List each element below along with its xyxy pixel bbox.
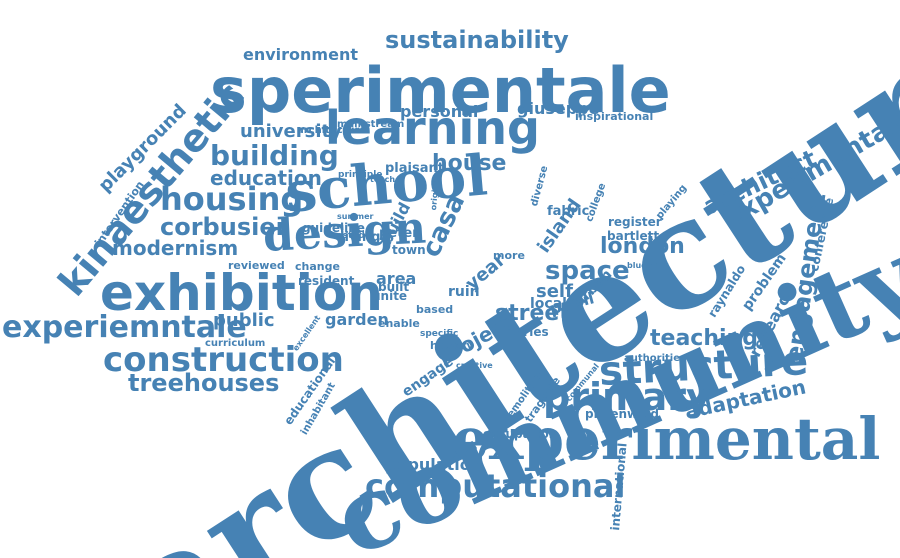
word-more: more	[493, 249, 525, 262]
word-house: house	[432, 151, 507, 176]
word-modernism: modernism	[112, 236, 239, 260]
word-primary: primary	[543, 375, 711, 419]
word-public: public	[213, 310, 275, 331]
word-living: living	[340, 230, 381, 245]
word-experimental: experimental	[452, 405, 881, 473]
word-peter: peter	[379, 226, 419, 241]
word-construction: construction	[103, 340, 344, 380]
word-sperimentale: sperimentale	[210, 54, 671, 127]
word-education: education	[210, 166, 322, 190]
word-teaching: teaching	[650, 326, 758, 351]
word-experiemntale: experiemntale	[2, 310, 247, 345]
word-authorities: authorities	[624, 353, 686, 364]
word-bartlett: bartlett	[607, 229, 660, 243]
word-building: building	[210, 139, 339, 172]
word-register: register	[608, 215, 662, 229]
word-based: based	[416, 303, 454, 316]
word-curriculum: curriculum	[205, 338, 266, 349]
word-london: london	[600, 234, 685, 259]
word-corbusier: corbusier	[160, 213, 288, 241]
word-occupation: occupation	[483, 427, 558, 441]
word-ruin: ruin	[448, 284, 480, 300]
word-fabric: fabric	[547, 204, 590, 219]
word-learning: learning	[325, 101, 540, 155]
word-inspirational: inspirational	[575, 110, 654, 123]
word-environment: environment	[243, 45, 358, 64]
word-enable: enable	[378, 317, 420, 330]
word-exhibition: exhibition	[100, 264, 383, 322]
word-space: space	[545, 256, 630, 286]
word-resident: resident	[298, 274, 355, 288]
word-architectural: architectural	[297, 125, 370, 136]
word-plaisant: plaisant	[385, 161, 444, 176]
word-specific: specific	[420, 329, 459, 339]
word-area: area	[376, 269, 417, 288]
word-garden2: mainstream	[337, 119, 405, 130]
word-diverse: diverse	[529, 164, 551, 208]
word-reviewed: reviewed	[228, 259, 285, 272]
word-self: self	[536, 281, 573, 302]
word-treehouses: treehouses	[128, 369, 280, 397]
word-pinienwald: pinienwald	[585, 407, 659, 421]
word-history: history	[430, 339, 474, 352]
word-hosted: hosted	[330, 231, 365, 241]
word-guideline: guideline	[302, 221, 365, 235]
word-town: town	[392, 243, 426, 257]
word-sustainability: sustainability	[385, 26, 569, 54]
word-local: local	[530, 296, 567, 312]
word-housing: housing	[160, 180, 304, 218]
word-series: series	[508, 325, 549, 339]
word-unite: unite	[372, 289, 408, 303]
word-street: street	[495, 301, 570, 326]
word-garden: garden	[325, 310, 389, 329]
word-blueprint: blueprint	[627, 261, 669, 270]
word-population: population	[385, 455, 483, 474]
word-built: built	[378, 280, 410, 294]
word-personal: personal	[400, 102, 479, 121]
word-principle: principle	[338, 170, 383, 180]
word-change: change	[295, 260, 340, 273]
word-giuseppe: giuseppe	[517, 99, 600, 118]
word-computational: computational	[365, 467, 626, 505]
word-teacher: teacher	[370, 175, 405, 184]
word-summer: summer	[337, 212, 374, 221]
word-creative: creative	[456, 361, 493, 370]
word-university: university	[240, 121, 342, 142]
